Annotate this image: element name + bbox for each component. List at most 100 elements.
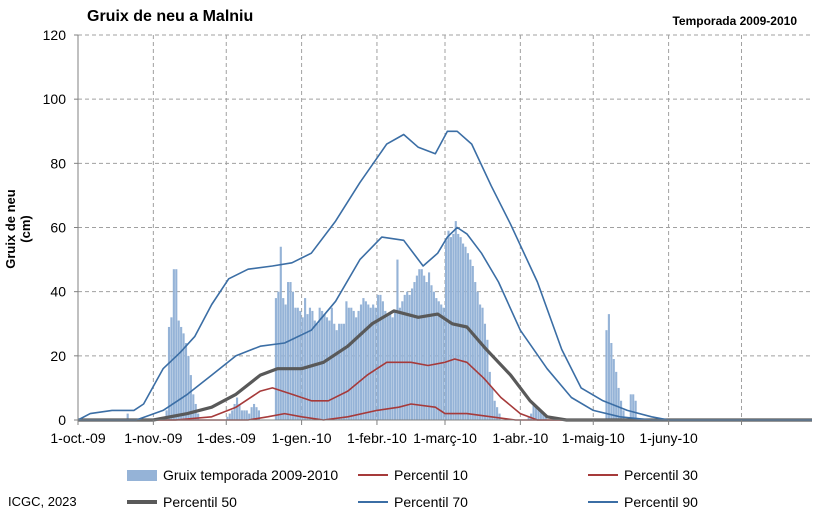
snow-depth-bar [226,416,229,420]
snow-depth-bar [617,387,620,420]
axes: 0 20 40 60 80 100 120 1-oct.-09 1-nov.-09 1-des.-… [43,27,812,446]
x-tick-label: 1-juny-10 [639,430,698,446]
snow-depth-bar [530,413,533,420]
snow-depth-bar [284,304,287,420]
snow-depth-bar [418,269,421,420]
snow-depth-bar [321,310,324,420]
grid-lines [78,34,812,420]
x-tick-label: 1-des.-09 [197,430,256,446]
snow-depth-bar [182,333,185,420]
snow-depth-bar [165,410,168,420]
snow-depth-bar [245,410,248,420]
snow-depth-bar [235,397,239,420]
y-tick-label: 120 [43,27,67,43]
snow-depth-bar [255,407,258,420]
snow-depth-bar [413,282,416,420]
snow-depth-bar [376,294,380,420]
snow-depth-bar [308,307,312,420]
snow-depth-bar [612,359,615,420]
snow-depth-bar [391,317,394,420]
snow-depth-bar [398,307,401,420]
credit-text: ICGC, 2023 [8,494,77,509]
snow-depth-bar [396,259,399,420]
snow-depth-bar [372,304,375,420]
snow-depth-bar [445,240,448,420]
snow-depth-bar [243,410,246,420]
snow-depth-bar [338,323,341,420]
snow-depth-bar [542,413,545,420]
snow-depth-bar [452,233,455,420]
snow-depth-bar [333,323,336,420]
snow-depth-bar [629,394,632,420]
snow-depth-bar [289,282,292,420]
line-percentil-50 [78,309,812,422]
snow-depth-bar [189,375,192,420]
legend-label: Percentil 90 [624,494,698,510]
legend-label: Gruix temporada 2009-2010 [163,467,339,483]
snow-depth-bar [367,304,370,420]
snow-depth-bar [184,343,188,420]
snow-depth-bar [364,301,367,420]
snow-depth-bar [481,307,484,420]
snow-depth-bar [187,355,190,420]
snow-depth-bar [534,407,538,420]
snow-depth-bar [313,320,316,420]
x-tick-label: 1-nov.-09 [124,430,182,446]
line-percentil-10 [78,403,812,421]
snow-depth-bar [466,253,470,420]
snow-depth-bar [420,269,423,420]
line-percentil-30 [78,358,812,421]
snow-depth-bar [435,298,438,420]
snow-depth-bar [277,291,280,420]
legend-swatch [588,474,618,476]
snow-depth-bar [279,246,282,420]
legend-swatch [127,500,157,504]
snow-depth-bar [170,317,173,420]
snow-depth-bar [619,400,623,420]
y-tick-label: 80 [50,155,66,171]
x-tick-label: 1-gen.-10 [272,430,332,446]
snow-depth-bar [430,285,433,420]
snow-depth-bar [615,371,618,420]
snow-depth-bar [437,301,440,420]
legend-item: Percentil 30 [588,467,698,483]
snow-depth-bar [238,403,241,420]
line-percentil-90 [77,130,812,421]
snow-depth-bar [496,407,499,420]
snow-depth-bar [474,282,477,420]
snow-depth-bar [384,310,387,420]
snow-depth-bar [252,403,256,420]
y-tick-label: 0 [58,412,66,428]
x-tick-label: 1-oct.-09 [50,430,105,446]
legend-swatch [588,501,618,503]
snow-depth-bar [486,339,489,420]
snow-depth-bar [389,314,392,420]
snow-depth-bar [172,269,175,420]
snow-depth-bar [607,314,610,420]
snow-depth-bar [610,343,613,420]
snow-depth-bar [457,233,460,420]
snow-depth-bar [325,317,329,420]
snow-depth-bar [287,282,290,420]
snow-depth-bar [299,310,302,420]
snow-depth-bar [233,403,236,420]
legend-item: Percentil 70 [358,494,468,510]
snow-depth-bar [328,320,331,420]
snow-depth-bar [479,304,482,420]
snow-depth-bar [537,407,540,420]
snow-depth-bar [282,298,285,420]
legend-swatch [358,474,388,476]
snow-depth-bar [192,394,195,420]
snow-depth-bar [427,272,431,420]
snow-depth-bar [464,246,467,420]
snow-depth-bar [476,291,479,420]
x-tick-label: 1-maig-10 [562,430,625,446]
x-tick-label: 1-febr.-10 [347,430,407,446]
snow-depth-bar [197,413,200,420]
legend-item: Percentil 10 [358,467,468,483]
snow-depth-bar [167,326,171,420]
snow-depth-bar [345,301,348,420]
snow-depth-bar [355,317,358,420]
snow-depth-bar [634,400,637,420]
snow-depth-bar [491,387,494,420]
